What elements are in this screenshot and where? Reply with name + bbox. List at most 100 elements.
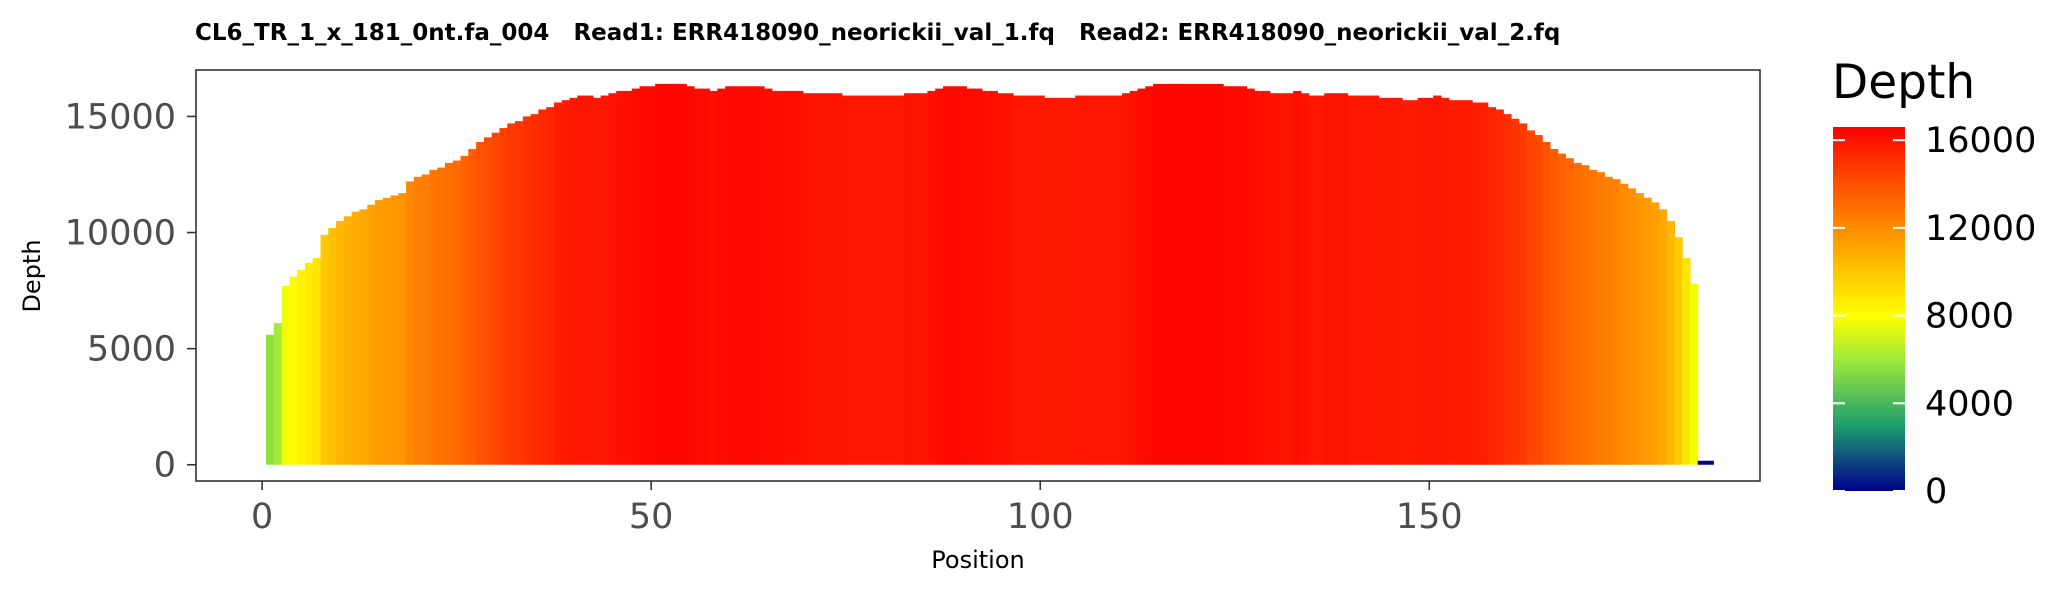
depth-bar <box>1153 83 1162 465</box>
depth-bar <box>1565 158 1574 465</box>
depth-bar <box>756 86 765 465</box>
depth-bar <box>577 95 586 465</box>
depth-bar <box>950 86 960 465</box>
depth-bar <box>1300 93 1310 465</box>
depth-bar <box>1394 97 1403 465</box>
depth-bar <box>297 269 306 465</box>
plot-area <box>195 69 1761 482</box>
depth-bar <box>1199 83 1209 465</box>
depth-bar <box>841 95 851 465</box>
depth-bar <box>1238 86 1248 465</box>
depth-bar <box>1145 86 1154 465</box>
depth-bar <box>810 93 820 465</box>
depth-bar <box>1129 90 1139 465</box>
depth-bar <box>569 97 578 465</box>
depth-bar <box>289 276 298 465</box>
x-axis: 0 50 100 150 <box>251 481 1463 537</box>
legend-tick-label: 8000 <box>1925 297 2014 337</box>
plot-border <box>195 69 1761 482</box>
depth-bar <box>1293 90 1302 465</box>
depth-bar <box>1674 237 1683 465</box>
depth-bar <box>351 211 360 465</box>
depth-bar <box>1433 95 1442 465</box>
depth-bar <box>678 83 687 465</box>
depth-bar <box>1697 460 1707 465</box>
depth-bar <box>1526 130 1535 465</box>
y-axis-title: Depth <box>18 239 46 312</box>
depth-bar <box>872 95 882 465</box>
depth-bar <box>616 90 625 465</box>
depth-bar <box>1363 95 1372 465</box>
depth-bar <box>1643 197 1652 465</box>
depth-bar <box>802 93 812 465</box>
depth-bar <box>1051 97 1061 465</box>
depth-bar <box>958 86 967 465</box>
depth-bar <box>491 132 501 465</box>
depth-bar <box>639 86 648 465</box>
depth-bar <box>483 137 493 465</box>
depth-bar <box>911 93 921 465</box>
depth-bar <box>398 193 407 465</box>
depth-bar <box>865 95 874 465</box>
depth-bar <box>1386 97 1395 465</box>
depth-bar <box>1020 95 1030 465</box>
depth-bar <box>670 83 680 465</box>
depth-bar <box>1285 93 1294 465</box>
depth-bar <box>880 95 890 465</box>
depth-bar <box>1370 95 1380 465</box>
depth-bar <box>1083 95 1092 465</box>
depth-bar <box>1184 83 1193 465</box>
depth-bar <box>966 88 975 465</box>
depth-bar <box>468 148 477 465</box>
depth-bar <box>421 174 431 465</box>
depth-bar <box>1036 95 1045 465</box>
depth-bar <box>1604 176 1613 465</box>
depth-bar <box>693 88 703 465</box>
depth-bar <box>927 90 936 465</box>
depth-bar <box>981 90 991 465</box>
depth-bar <box>888 95 897 465</box>
depth-bar <box>320 234 329 465</box>
depth-bar <box>266 334 275 465</box>
y-tick-label: 5000 <box>87 330 176 370</box>
depth-bar <box>1005 93 1014 465</box>
depth-bar <box>1347 95 1356 465</box>
depth-bar <box>1557 153 1567 465</box>
depth-bar <box>367 204 376 465</box>
depth-bar <box>787 90 796 465</box>
depth-bar <box>1223 86 1232 465</box>
depth-bar <box>1028 95 1037 465</box>
depth-bar <box>273 323 283 465</box>
depth-bar <box>1705 460 1714 465</box>
y-axis: 0 5000 10000 15000 <box>65 97 196 486</box>
depth-bar <box>406 181 415 465</box>
depth-bar <box>896 95 905 465</box>
y-tick-label: 15000 <box>65 97 176 137</box>
depth-bar <box>818 93 827 465</box>
depth-bar <box>1479 102 1489 465</box>
depth-bar <box>561 100 571 465</box>
depth-bar <box>1168 83 1178 465</box>
depth-bar <box>1013 95 1022 465</box>
legend-colorbar <box>1833 127 1905 491</box>
depth-bar <box>1619 183 1629 465</box>
depth-bar <box>740 86 750 465</box>
legend-title: Depth <box>1832 55 1975 110</box>
depth-bar <box>857 95 866 465</box>
depth-bar <box>1160 83 1170 465</box>
depth-bar <box>1106 95 1115 465</box>
depth-bar <box>546 107 555 465</box>
legend-tick-label: 0 <box>1925 472 1947 512</box>
depth-bar <box>1316 95 1325 465</box>
depth-bar <box>655 83 664 465</box>
depth-bar <box>748 86 757 465</box>
y-tick-label: 0 <box>154 446 176 486</box>
depth-bar <box>476 141 485 465</box>
depth-bar <box>1666 220 1676 465</box>
depth-bar <box>1308 95 1318 465</box>
depth-bar <box>771 90 781 465</box>
depth-bar <box>904 93 913 465</box>
depth-bar <box>413 176 423 465</box>
depth-bar <box>1121 93 1131 465</box>
